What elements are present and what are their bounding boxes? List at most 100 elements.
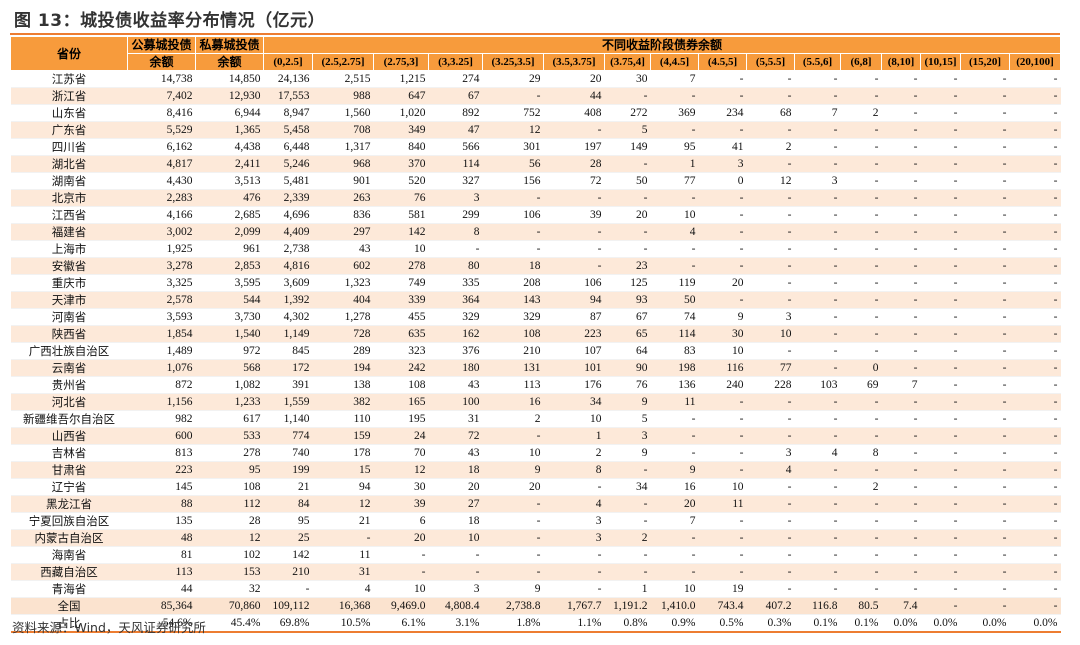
table-cell: 339 bbox=[373, 291, 429, 309]
table-cell: - bbox=[698, 121, 747, 139]
table-cell: - bbox=[920, 172, 961, 190]
row-label: 占比 bbox=[10, 614, 128, 633]
table-cell: - bbox=[482, 563, 544, 581]
table-cell: 647 bbox=[373, 87, 429, 105]
row-label: 辽宁省 bbox=[10, 478, 128, 496]
table-cell: - bbox=[746, 580, 795, 598]
table-cell: 3 bbox=[428, 580, 483, 598]
table-cell: - bbox=[1009, 461, 1061, 479]
table-cell: 178 bbox=[312, 444, 374, 462]
table-cell: 455 bbox=[373, 308, 429, 326]
table-cell: 4,438 bbox=[195, 138, 264, 156]
table-cell: 2,411 bbox=[195, 155, 264, 173]
table-cell: 242 bbox=[373, 359, 429, 377]
table-cell: 149 bbox=[604, 138, 651, 156]
table-cell: 56 bbox=[482, 155, 544, 173]
table-cell: 85,364 bbox=[127, 597, 196, 615]
table-cell: 125 bbox=[604, 274, 651, 292]
table-cell: - bbox=[746, 393, 795, 411]
bracket-header: (10,15] bbox=[920, 53, 961, 71]
table-cell: 2,099 bbox=[195, 223, 264, 241]
table-cell: 113 bbox=[127, 563, 196, 581]
table-cell: - bbox=[1009, 206, 1061, 224]
table-cell: - bbox=[1009, 495, 1061, 513]
row-label: 福建省 bbox=[10, 223, 128, 241]
bracket-header: (2.75,3] bbox=[373, 53, 429, 71]
table-cell: - bbox=[1009, 342, 1061, 360]
table-cell: 108 bbox=[482, 325, 544, 343]
table-cell: 9 bbox=[698, 308, 747, 326]
table-cell: 10.5% bbox=[312, 614, 374, 633]
bracket-header: (3.75,4] bbox=[604, 53, 651, 71]
table-cell: - bbox=[746, 291, 795, 309]
table-cell: - bbox=[604, 87, 651, 105]
table-cell: - bbox=[746, 240, 795, 258]
table-cell: 4 bbox=[543, 495, 605, 513]
table-cell: 3 bbox=[543, 529, 605, 547]
table-cell: 77 bbox=[746, 359, 795, 377]
table-row: 辽宁省 145 108 21 94 30 20 20-34 16 10- -2- - - - bbox=[10, 478, 1061, 496]
table-cell: 101 bbox=[543, 359, 605, 377]
table-cell: 602 bbox=[312, 257, 374, 275]
table-cell: 1,076 bbox=[127, 359, 196, 377]
table-cell: 76 bbox=[373, 189, 429, 207]
table-cell: 544 bbox=[195, 291, 264, 309]
table-cell: - bbox=[881, 427, 921, 445]
table-cell: 135 bbox=[127, 512, 196, 530]
table-cell: - bbox=[840, 529, 882, 547]
table-cell: 114 bbox=[650, 325, 699, 343]
table-cell: - bbox=[746, 495, 795, 513]
row-label: 上海市 bbox=[10, 240, 128, 258]
table-cell: - bbox=[543, 478, 605, 496]
row-label: 广西壮族自治区 bbox=[10, 342, 128, 360]
table-cell: 16 bbox=[482, 393, 544, 411]
table-cell: - bbox=[794, 240, 841, 258]
table-cell: - bbox=[1009, 121, 1061, 139]
table-cell: - bbox=[881, 274, 921, 292]
table-cell: 3 bbox=[746, 308, 795, 326]
table-cell: 329 bbox=[428, 308, 483, 326]
table-cell: - bbox=[1009, 597, 1061, 615]
table-cell: - bbox=[428, 240, 483, 258]
table-cell: - bbox=[794, 223, 841, 241]
table-row: 海南省 81 102 142 11- - - - - - - - - - - - - - bbox=[10, 546, 1061, 564]
table-cell: - bbox=[604, 546, 651, 564]
table-cell: - bbox=[881, 393, 921, 411]
table-cell: - bbox=[698, 427, 747, 445]
table-cell: 30 bbox=[373, 478, 429, 496]
table-cell: - bbox=[840, 580, 882, 598]
table-cell: - bbox=[543, 121, 605, 139]
table-cell: 2,339 bbox=[263, 189, 313, 207]
table-cell: 476 bbox=[195, 189, 264, 207]
table-cell: - bbox=[1009, 138, 1061, 156]
table-cell: - bbox=[920, 257, 961, 275]
table-cell: - bbox=[650, 529, 699, 547]
row-label: 天津市 bbox=[10, 291, 128, 309]
row-label: 湖南省 bbox=[10, 172, 128, 190]
table-cell: 1,854 bbox=[127, 325, 196, 343]
table-cell: 6 bbox=[373, 512, 429, 530]
table-cell: - bbox=[794, 325, 841, 343]
table-cell: 774 bbox=[263, 427, 313, 445]
table-cell: 566 bbox=[428, 138, 483, 156]
table-cell: 1,191.2 bbox=[604, 597, 651, 615]
table-cell: - bbox=[746, 121, 795, 139]
table-cell: 81 bbox=[127, 546, 196, 564]
table-cell: - bbox=[881, 240, 921, 258]
table-cell: - bbox=[794, 529, 841, 547]
table-cell: - bbox=[960, 597, 1010, 615]
table-cell: - bbox=[881, 512, 921, 530]
bracket-header: (20,100] bbox=[1008, 53, 1062, 71]
table-cell: 69 bbox=[840, 376, 882, 394]
table-cell: 5 bbox=[604, 121, 651, 139]
table-row: 广东省 5,529 1,365 5,458 708 349 47 12-5- - - - - - - - - bbox=[10, 121, 1061, 139]
table-cell: 114 bbox=[428, 155, 483, 173]
total-row: 全国 85,364 70,860 109,112 16,368 9,469.0 4,808.… bbox=[10, 597, 1061, 615]
table-cell: 892 bbox=[428, 104, 483, 122]
table-cell: - bbox=[1009, 376, 1061, 394]
table-cell: - bbox=[1009, 291, 1061, 309]
table-cell: - bbox=[746, 70, 795, 88]
table-cell: - bbox=[794, 512, 841, 530]
table-cell: - bbox=[960, 410, 1010, 428]
table-cell: - bbox=[1009, 240, 1061, 258]
